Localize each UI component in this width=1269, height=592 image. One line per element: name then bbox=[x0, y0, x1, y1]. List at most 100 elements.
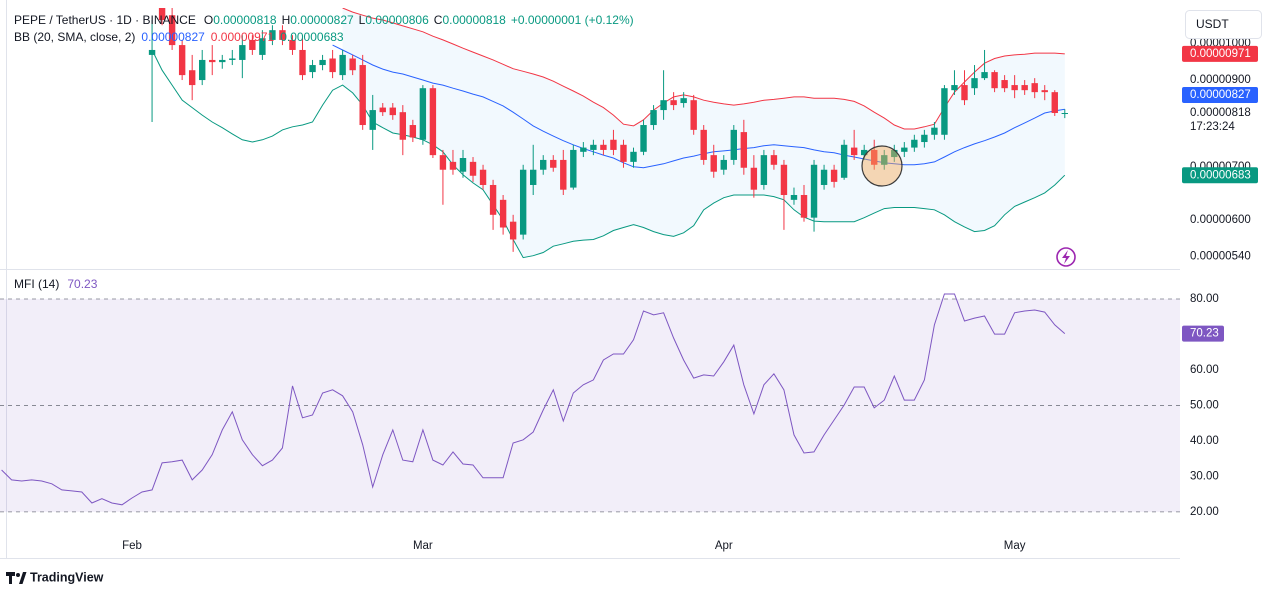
mfi-pane bbox=[0, 293, 1180, 513]
highlight-circle bbox=[861, 145, 903, 187]
candle-body bbox=[319, 59, 326, 66]
mfi-legend: MFI (14) 70.23 bbox=[14, 277, 98, 291]
candle-body bbox=[499, 199, 507, 228]
price-label: 0.00000818 bbox=[1190, 107, 1251, 119]
candle-body bbox=[379, 107, 386, 113]
candle-body bbox=[449, 161, 457, 170]
indicator-value: 0.00000971 bbox=[211, 30, 275, 44]
candle-body bbox=[399, 112, 407, 140]
candle-body bbox=[830, 169, 838, 182]
candle-body bbox=[158, 8, 166, 21]
candle-body bbox=[369, 110, 376, 130]
candle-body bbox=[1001, 80, 1008, 89]
brand: TradingView bbox=[30, 570, 104, 584]
last-value-label: 70.23 bbox=[1190, 328, 1219, 340]
symbol: PEPE / TetherUS · 1D · BINANCE bbox=[14, 13, 196, 27]
candle-body bbox=[249, 39, 256, 50]
last-value-badge bbox=[1182, 325, 1224, 342]
last-value-label: 0.00000683 bbox=[1190, 169, 1251, 181]
band-line bbox=[332, 44, 1065, 169]
currency[interactable]: USDT bbox=[1196, 17, 1229, 31]
candle-body bbox=[229, 58, 236, 60]
indicator-name: BB (20, SMA, close, 2) bbox=[14, 30, 135, 44]
last-value-badge bbox=[1182, 167, 1258, 184]
candle-body bbox=[770, 155, 778, 165]
candle-body bbox=[971, 78, 978, 89]
candle-body bbox=[680, 98, 687, 104]
ohlc-value: 0.00000827 bbox=[290, 13, 354, 27]
candle-body bbox=[780, 164, 788, 195]
candle-body bbox=[570, 149, 577, 188]
mfi-line bbox=[1, 293, 1066, 506]
candle-body bbox=[941, 88, 948, 135]
ohlc-key: L bbox=[359, 13, 366, 27]
x-tick-label: Apr bbox=[715, 540, 733, 552]
candle-body bbox=[329, 58, 336, 73]
candle-body bbox=[991, 72, 998, 89]
candle-body bbox=[540, 159, 547, 170]
candle-body bbox=[810, 164, 818, 218]
candle-body bbox=[881, 155, 888, 165]
last-value-label: 0.00000971 bbox=[1190, 48, 1251, 60]
x-tick-label: Mar bbox=[413, 540, 433, 552]
alert-icon[interactable] bbox=[1056, 247, 1076, 267]
indicator-value: 0.00000683 bbox=[280, 30, 344, 44]
price-pane bbox=[148, 8, 1068, 259]
symbol-legend: PEPE / TetherUS · 1D · BINANCE O0.0000081… bbox=[14, 13, 634, 27]
last-value-label: 0.00000827 bbox=[1190, 89, 1251, 101]
candle-body bbox=[600, 144, 607, 150]
candle-body bbox=[820, 169, 828, 185]
countdown: 17:23:24 bbox=[1190, 121, 1235, 133]
candle-body bbox=[199, 59, 206, 81]
candle-body bbox=[459, 158, 467, 172]
candle-body bbox=[871, 149, 878, 165]
indicator-value: 0.00000827 bbox=[141, 30, 205, 44]
y-tick-label: 0.00000900 bbox=[1190, 74, 1251, 86]
candle-body bbox=[911, 139, 918, 148]
candle-body bbox=[299, 49, 306, 76]
candle-body bbox=[259, 38, 266, 55]
candle-body bbox=[951, 85, 958, 91]
currency-button[interactable] bbox=[1185, 10, 1262, 39]
candle-body bbox=[580, 147, 587, 152]
ohlc-key: H bbox=[282, 13, 291, 27]
candle-body bbox=[690, 100, 697, 130]
mfi-name: MFI (14) bbox=[14, 277, 59, 291]
candle-body bbox=[1031, 83, 1038, 93]
candle-body bbox=[409, 125, 417, 138]
candle-body bbox=[750, 167, 758, 190]
candle-body bbox=[419, 88, 427, 140]
candle-body bbox=[891, 149, 898, 158]
x-tick-label: May bbox=[1004, 540, 1026, 552]
candle-body bbox=[1021, 85, 1028, 91]
candle-body bbox=[610, 139, 617, 150]
candle-body bbox=[309, 65, 316, 73]
y-tick-label: 30.00 bbox=[1190, 470, 1219, 482]
candle-body bbox=[981, 72, 988, 79]
candle-body bbox=[178, 45, 186, 76]
candle-body bbox=[590, 144, 597, 150]
candle-body bbox=[209, 59, 216, 63]
candle-body bbox=[530, 169, 537, 185]
ohlc-value: 0.00000818 bbox=[213, 13, 277, 27]
candle-body bbox=[790, 194, 798, 200]
alert-icon-bolt bbox=[1062, 250, 1070, 264]
y-tick-label: 0.00000540 bbox=[1190, 250, 1251, 262]
candle-body bbox=[660, 100, 667, 111]
candle-body bbox=[800, 194, 808, 218]
candle-body bbox=[700, 129, 707, 160]
x-tick-label: Feb bbox=[122, 540, 142, 552]
band-line bbox=[151, 49, 1066, 259]
candle-body bbox=[710, 155, 717, 172]
candle-body bbox=[479, 169, 487, 185]
candle-body bbox=[640, 125, 647, 152]
candle-body bbox=[961, 85, 968, 101]
candle-body bbox=[439, 155, 447, 170]
candle-body bbox=[1041, 90, 1048, 93]
axes: 0.000010000.000009000.000007000.00000600… bbox=[122, 38, 1266, 552]
candle-body bbox=[359, 65, 366, 126]
brand-logo bbox=[6, 572, 27, 584]
candle-body bbox=[219, 59, 226, 63]
price-label-bg bbox=[1182, 105, 1266, 136]
